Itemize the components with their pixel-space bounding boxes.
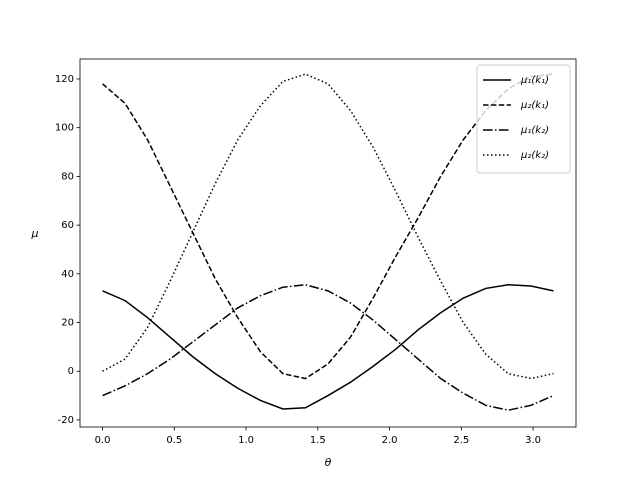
x-tick-label: 1.5	[310, 435, 326, 446]
y-tick-label: 20	[61, 318, 74, 329]
y-tick-label: -20	[58, 415, 74, 426]
series-line	[102, 284, 554, 410]
y-axis-label: μ	[31, 227, 39, 240]
y-tick-label: 0	[68, 366, 74, 377]
x-tick-label: 3.0	[525, 435, 541, 446]
x-tick-label: 1.0	[238, 435, 254, 446]
y-tick-label: 40	[61, 269, 74, 280]
legend-label: μ₁(k₁)	[520, 75, 549, 86]
legend-label: μ₂(k₁)	[520, 100, 549, 111]
x-tick-label: 0.5	[166, 435, 182, 446]
legend-label: μ₁(k₂)	[520, 125, 549, 136]
x-tick-label: 2.5	[453, 435, 469, 446]
y-tick-label: 120	[55, 74, 74, 85]
x-tick-label: 2.0	[382, 435, 398, 446]
axes-frame	[79, 58, 577, 428]
legend-box	[476, 64, 571, 174]
y-tick-label: 80	[61, 171, 74, 182]
x-axis-label: θ	[325, 456, 332, 469]
y-tick-label: 60	[61, 220, 74, 231]
y-tick-label: 100	[55, 123, 74, 134]
x-tick-label: 0.0	[95, 435, 111, 446]
legend-label: μ₂(k₂)	[520, 150, 549, 161]
series-line	[102, 284, 554, 411]
